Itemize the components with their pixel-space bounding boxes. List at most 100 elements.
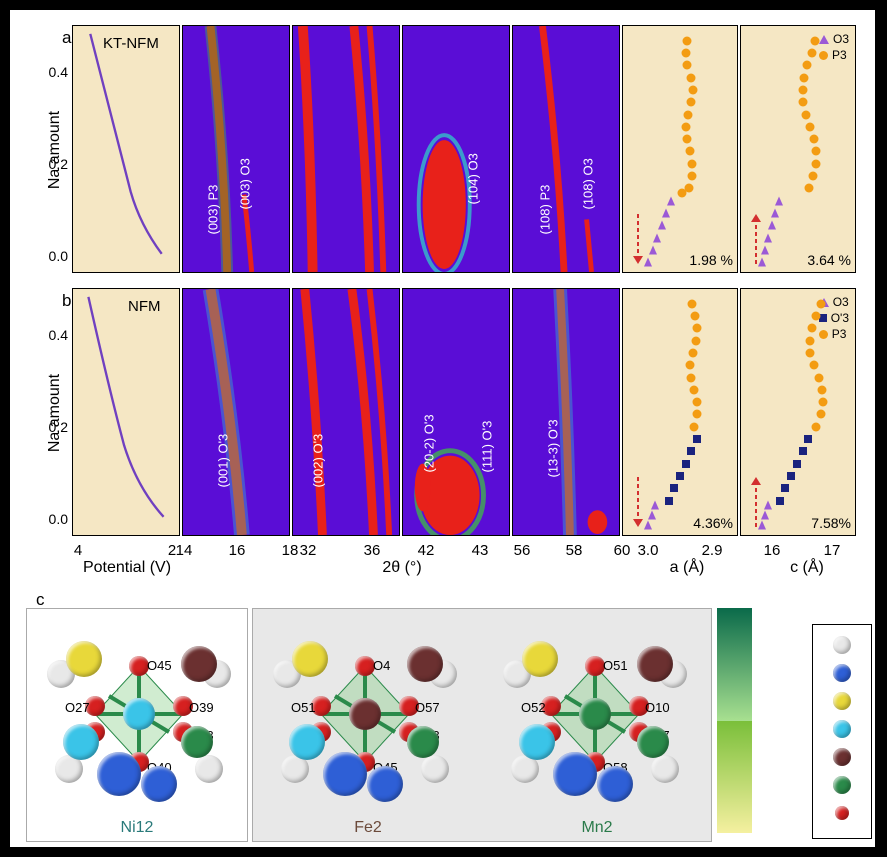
scatter-point bbox=[818, 398, 827, 407]
scatter-point bbox=[764, 501, 772, 510]
heat-peak bbox=[183, 26, 289, 272]
scatter-point bbox=[681, 49, 690, 58]
row-a: a Na amount 0.0 0.2 0.4 KT-NFM ( bbox=[24, 22, 862, 277]
pct-label: 3.64 % bbox=[807, 252, 851, 268]
legend-a: O3 P3 bbox=[819, 32, 849, 64]
scatter-point bbox=[810, 135, 819, 144]
panel-heat-b3: (20-2) O'3 (111) O'3 bbox=[402, 288, 510, 536]
scatter-point bbox=[691, 336, 700, 345]
scatter-point bbox=[768, 221, 776, 230]
oxygen-label: O39 bbox=[189, 700, 214, 715]
scatter-point bbox=[686, 73, 695, 82]
atom-name: Fe2 bbox=[354, 819, 382, 837]
circle-marker-icon bbox=[819, 51, 828, 60]
atom-icon bbox=[195, 755, 223, 783]
scatter-point bbox=[812, 422, 821, 431]
peak-label: (002) O'3 bbox=[311, 434, 326, 488]
xaxis-labels: 4 2 14 16 18 32 36 42 43 56 58 60 3.0 2.… bbox=[72, 542, 862, 576]
atom-icon bbox=[833, 664, 851, 682]
scatter-point bbox=[761, 511, 769, 520]
panel-heat-a4: (108) P3 (108) O3 bbox=[512, 25, 620, 273]
scatter-point bbox=[761, 245, 769, 254]
oxygen-label: O51 bbox=[603, 658, 628, 673]
scatter-point bbox=[807, 324, 816, 333]
oxygen-label: O4 bbox=[373, 658, 390, 673]
xtick: 2.9 bbox=[702, 542, 723, 559]
atom-icon bbox=[519, 724, 555, 760]
ytick: 0.4 bbox=[49, 64, 68, 80]
heat-peak bbox=[293, 26, 399, 272]
panels-b: NFM (001) O'3 (002) O'3 bbox=[72, 288, 862, 536]
scatter-point bbox=[692, 410, 701, 419]
scatter-point bbox=[688, 159, 697, 168]
panel-heat-b2: (002) O'3 bbox=[292, 288, 400, 536]
panel-heat-a1: (003) P3 (003) O3 bbox=[182, 25, 290, 273]
panel-heat-b4: (13-3) O'3 bbox=[512, 288, 620, 536]
scatter-point bbox=[644, 258, 652, 267]
ytick: 0.0 bbox=[49, 248, 68, 264]
panel-heat-b1: (001) O'3 bbox=[182, 288, 290, 536]
oxygen-label: O52 bbox=[521, 700, 546, 715]
atom-icon bbox=[835, 806, 849, 820]
scatter-point bbox=[807, 49, 816, 58]
panel-c: c O45O27O39O46O58O40 Ni12 O4O51O57O52O58… bbox=[24, 586, 882, 843]
panel-heat-a2 bbox=[292, 25, 400, 273]
scatter-point bbox=[799, 98, 808, 107]
scatter-point bbox=[802, 110, 811, 119]
scatter-point bbox=[758, 258, 766, 267]
legend-label: O3 bbox=[833, 295, 849, 309]
structure-canvas: O51O52O10O39O57O58 bbox=[483, 609, 711, 841]
scatter-point bbox=[799, 447, 807, 455]
panel-potential-b: NFM bbox=[72, 288, 180, 536]
legend-item: O3 bbox=[819, 32, 849, 46]
legend-atom-row bbox=[813, 687, 871, 715]
potential-curve-b bbox=[79, 295, 173, 521]
scatter-point bbox=[681, 122, 690, 131]
atom-icon bbox=[833, 692, 851, 710]
ytick: 0.2 bbox=[49, 156, 68, 172]
heat-peak bbox=[183, 289, 289, 535]
scatter-point bbox=[653, 233, 661, 242]
xtick: 17 bbox=[824, 542, 841, 559]
scatter-point bbox=[687, 373, 696, 382]
scatter-point bbox=[682, 460, 690, 468]
scatter-point bbox=[771, 208, 779, 217]
circle-marker-icon bbox=[819, 330, 828, 339]
colorbar-bottom bbox=[717, 721, 752, 834]
atom-icon bbox=[637, 646, 673, 682]
legend-label: P3 bbox=[832, 48, 847, 62]
ytick: 0.2 bbox=[49, 419, 68, 435]
arrow-icon bbox=[749, 214, 763, 264]
scatter-point bbox=[775, 196, 783, 205]
xtick: 42 bbox=[418, 542, 435, 559]
scatter-point bbox=[764, 233, 772, 242]
xaxis-title: a (Å) bbox=[670, 559, 705, 577]
scatter-point bbox=[689, 422, 698, 431]
xtick: 58 bbox=[566, 542, 583, 559]
structure-mn2: O51O52O10O39O57O58 Mn2 bbox=[483, 609, 711, 841]
scatter-point bbox=[648, 511, 656, 520]
structure-fe-mn: O4O51O57O52O58O45 Fe2 O51O52O10O39O57O58… bbox=[252, 608, 712, 842]
atom-icon bbox=[97, 752, 141, 796]
heat-peak bbox=[403, 26, 509, 272]
scatter-point bbox=[662, 208, 670, 217]
legend-atom-row bbox=[813, 743, 871, 771]
atom-icon bbox=[421, 755, 449, 783]
scatter-point bbox=[687, 447, 695, 455]
scatter-point bbox=[798, 85, 807, 94]
oxygen-label: O45 bbox=[147, 658, 172, 673]
atom-icon bbox=[522, 641, 558, 677]
scatter-point bbox=[687, 98, 696, 107]
atom-icon bbox=[129, 656, 149, 676]
pct-label: 4.36% bbox=[693, 515, 733, 531]
atom-icon bbox=[579, 698, 611, 730]
scatter-point bbox=[692, 398, 701, 407]
atom-name: Mn2 bbox=[581, 819, 612, 837]
atom-icon bbox=[585, 656, 605, 676]
atom-icon bbox=[355, 656, 375, 676]
scatter-point bbox=[781, 484, 789, 492]
scatter-point bbox=[805, 184, 814, 193]
atom-icon bbox=[637, 726, 669, 758]
peak-label: (003) P3 bbox=[206, 185, 221, 235]
panel-c-label: c bbox=[36, 590, 45, 610]
